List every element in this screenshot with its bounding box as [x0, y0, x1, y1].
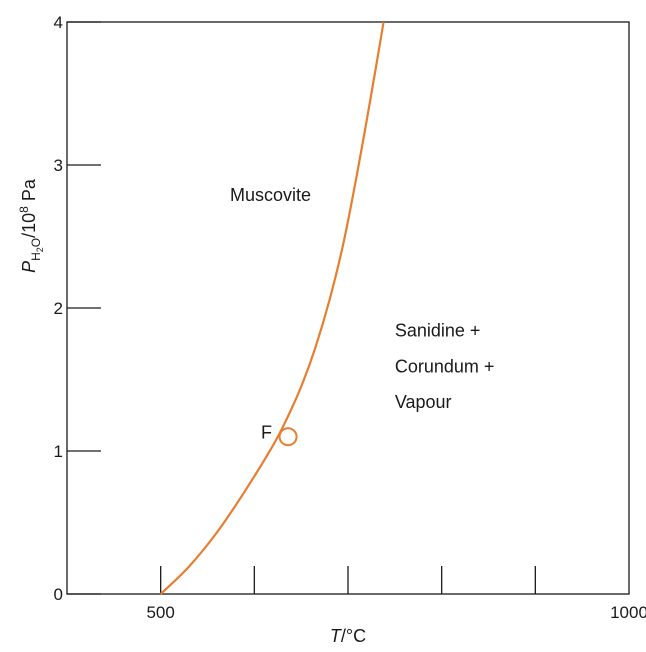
y-tick-label: 2 [54, 299, 63, 318]
y-tick-label: 3 [54, 156, 63, 175]
y-axis-sub-tail: O [29, 238, 43, 247]
y-tick-label: 0 [54, 585, 63, 604]
plot-frame [66, 21, 630, 595]
y-axis-unit-pre: /10 [19, 213, 39, 238]
point-f-label: F [261, 423, 272, 443]
region-label: Sanidine + [395, 321, 481, 341]
y-ticks: 0 1 2 3 4 [54, 13, 101, 604]
y-axis-unit-post: Pa [19, 178, 39, 206]
series-group: F [159, 21, 385, 595]
x-tick-label: 1000 [610, 603, 646, 622]
x-axis-unit: /°C [341, 626, 366, 646]
y-axis-sub: H [29, 252, 43, 261]
phase-boundary-line [159, 21, 385, 595]
x-axis-var: T [330, 626, 343, 646]
y-axis-title: PH2O/108 Pa [17, 178, 45, 273]
plot-border [66, 21, 630, 595]
x-tick-label: 500 [146, 603, 174, 622]
x-axis-title: T/°C [330, 626, 366, 646]
y-axis-subsub: 2 [35, 247, 45, 252]
y-tick-label: 4 [54, 13, 63, 32]
region-label: Corundum + [395, 356, 495, 376]
point-f-marker [278, 427, 298, 447]
y-axis-unit-exp: 8 [17, 206, 31, 213]
y-tick-label: 1 [54, 442, 63, 461]
y-axis-var: P [19, 261, 39, 273]
x-ticks: 500 1000 [146, 566, 646, 622]
annotations-group: Muscovite Sanidine + Corundum + Vapour [230, 185, 494, 412]
region-label: Muscovite [230, 185, 311, 205]
region-label: Vapour [395, 392, 452, 412]
